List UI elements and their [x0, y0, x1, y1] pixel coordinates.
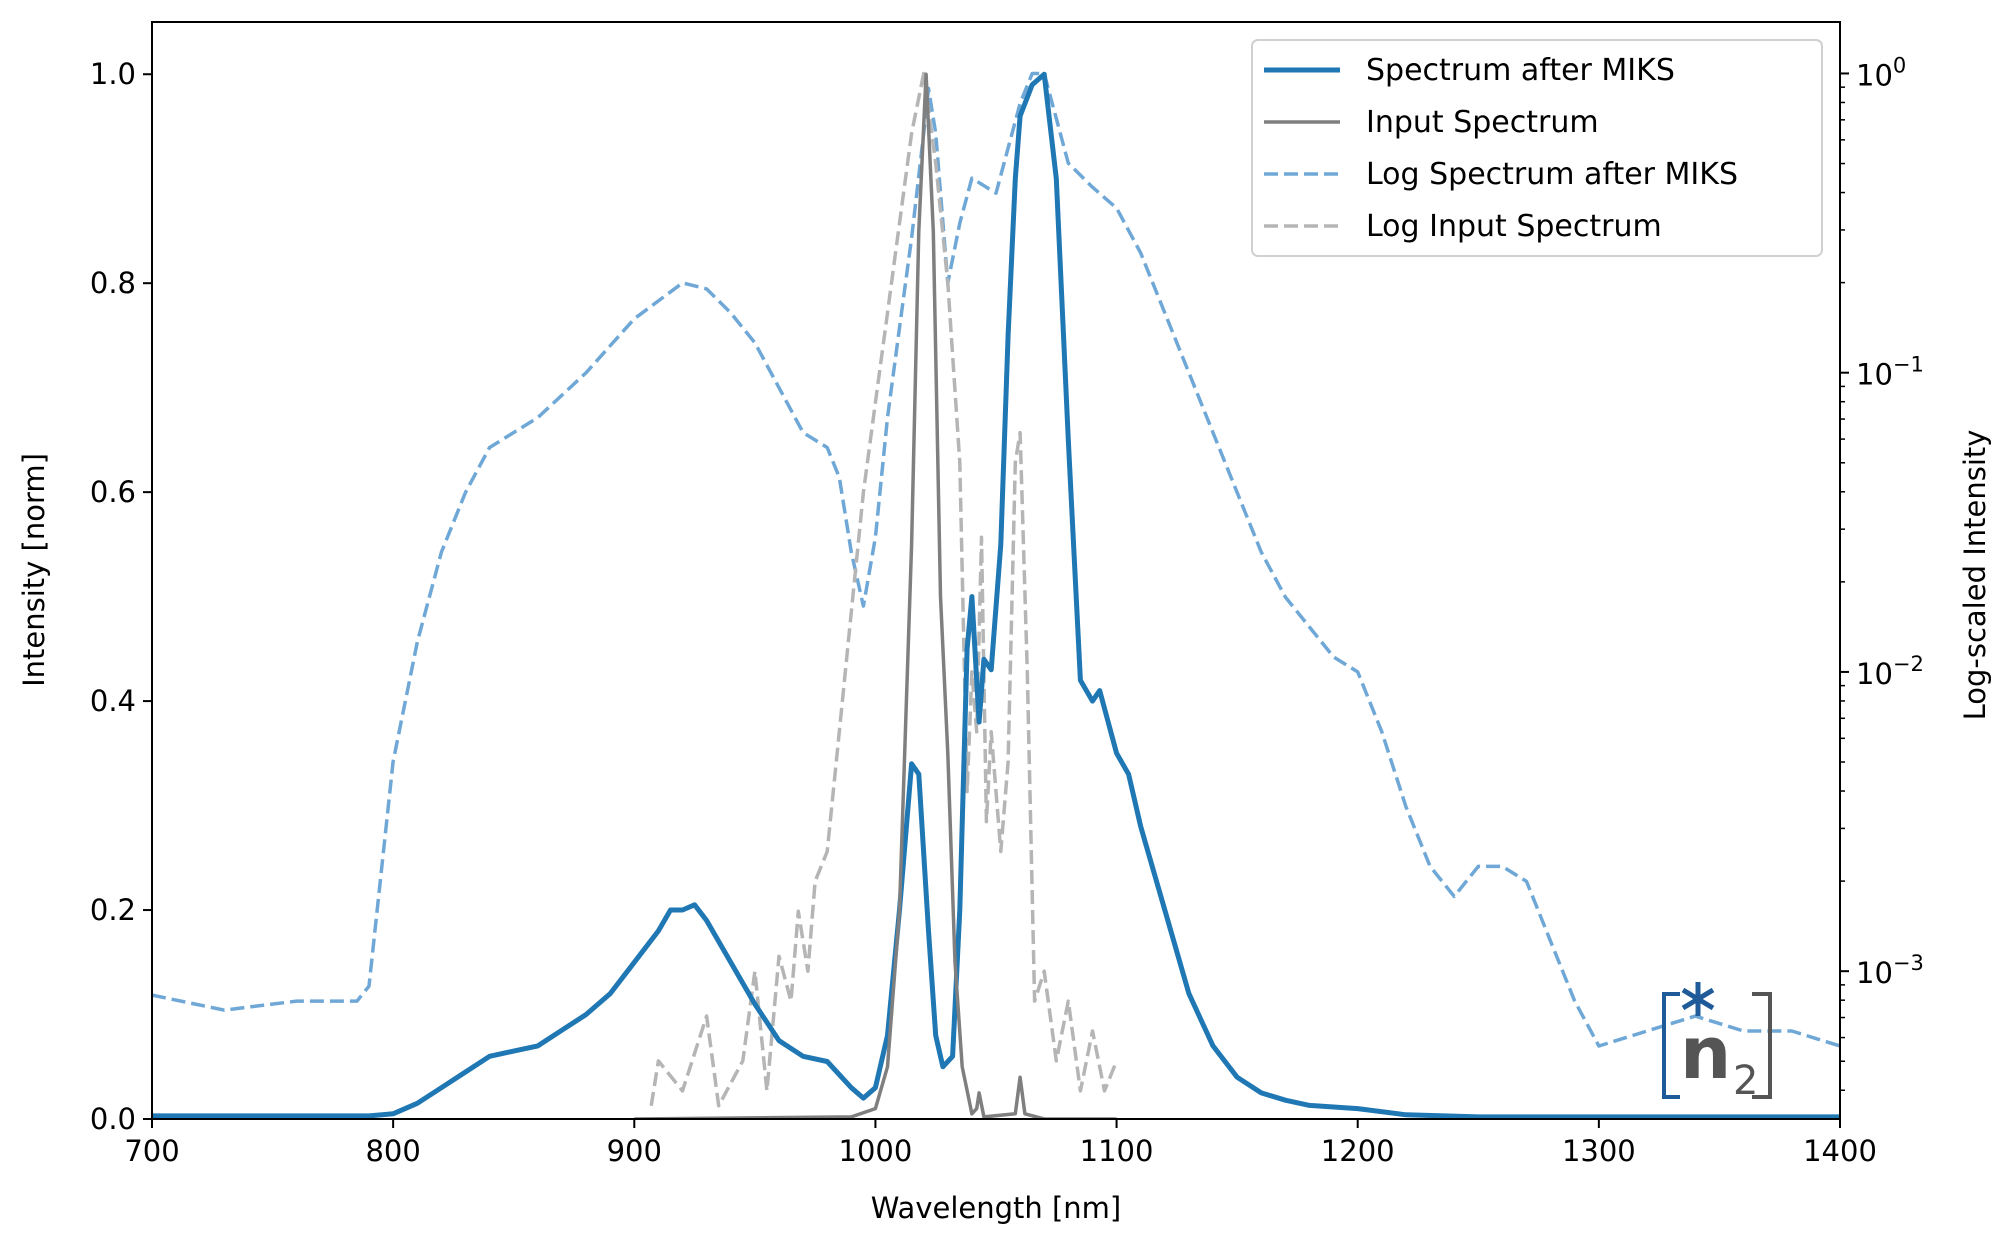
x-tick-label: 1000 — [839, 1134, 913, 1168]
n2-logo: n 2 — [1662, 982, 1772, 1104]
y-tick-label: 0.4 — [90, 684, 136, 718]
y-right-tick-label: 10−1 — [1856, 353, 1924, 392]
series-line-log-spectrum-after-miks — [152, 71, 1840, 1048]
asterisk-icon — [1681, 982, 1715, 1016]
legend-label: Log Input Spectrum — [1366, 209, 1662, 244]
plot-frame — [151, 21, 1841, 1120]
y-right-tick-exponent: −3 — [1893, 951, 1924, 975]
legend-label: Log Spectrum after MIKS — [1366, 157, 1738, 192]
y-right-tick-exponent: −1 — [1893, 353, 1924, 377]
y-right-tick-exponent: 0 — [1893, 53, 1906, 77]
logo-n: n — [1680, 1011, 1731, 1095]
x-tick-label: 1300 — [1562, 1134, 1636, 1168]
legend-label: Spectrum after MIKS — [1366, 53, 1675, 88]
y-axis-label: Intensity [norm] — [17, 453, 51, 687]
logo-right-bracket — [1752, 992, 1772, 1099]
legend: Spectrum after MIKS Input Spectrum Log Spe… — [1251, 39, 1823, 257]
series-line-input-spectrum — [634, 72, 1117, 1119]
logo-subscript: 2 — [1733, 1058, 1758, 1104]
logo-left-bracket — [1662, 992, 1680, 1099]
y-axis-right-label: Log-scaled Intensity — [1958, 430, 1992, 721]
y-tick-label: 0.0 — [90, 1102, 136, 1136]
y-right-tick-label: 10−2 — [1856, 652, 1924, 691]
y-tick-label: 0.2 — [90, 893, 136, 927]
x-tick-label: 700 — [124, 1134, 179, 1168]
y-right-tick-label: 10−3 — [1856, 951, 1924, 990]
x-tick-label: 1200 — [1321, 1134, 1395, 1168]
x-tick-label: 800 — [365, 1134, 420, 1168]
axes-layer: 700 800 900 1000 1100 1200 1300 1400 0.0 0.2 0.4 0.… — [90, 53, 1924, 1168]
x-axis-label: Wavelength [nm] — [871, 1191, 1122, 1225]
legend-label: Input Spectrum — [1366, 105, 1599, 140]
x-tick-label: 1400 — [1803, 1134, 1877, 1168]
y-right-tick-label: 100 — [1856, 53, 1906, 92]
series-line-log-input-spectrum — [649, 71, 1119, 1108]
legend-box — [1251, 39, 1823, 257]
y-tick-label: 0.6 — [90, 475, 136, 509]
y-tick-label: 1.0 — [90, 57, 136, 91]
series-layer — [152, 71, 1840, 1119]
y-right-tick-exponent: −2 — [1893, 652, 1924, 676]
x-tick-label: 1100 — [1080, 1134, 1154, 1168]
series-line-spectrum-after-miks — [152, 71, 1840, 1119]
x-tick-label: 900 — [607, 1134, 662, 1168]
y-tick-label: 0.8 — [90, 266, 136, 300]
